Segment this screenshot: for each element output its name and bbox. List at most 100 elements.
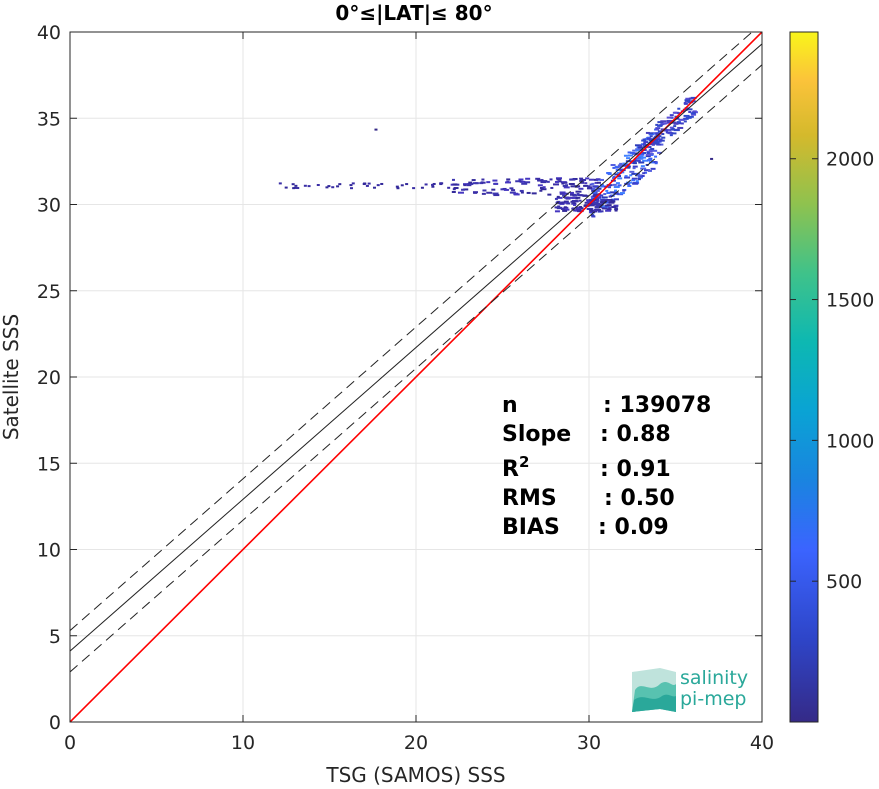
density-cell [556, 206, 560, 209]
density-cell [596, 199, 600, 202]
stat-value: : 0.91 [600, 457, 671, 482]
chart-title: 0°≤|LAT|≤ 80° [335, 1, 492, 25]
density-cell [654, 137, 660, 140]
density-cell [629, 174, 633, 177]
density-cell [649, 135, 653, 138]
density-cell [338, 183, 342, 186]
density-cell [617, 164, 624, 167]
density-cell [463, 184, 467, 187]
density-cell [471, 179, 476, 182]
density-outlier [710, 157, 714, 160]
density-cell [642, 159, 649, 162]
x-axis-label: TSG (SAMOS) SSS [325, 763, 505, 787]
density-cell [586, 187, 592, 190]
density-cell [457, 191, 464, 194]
density-cell [634, 159, 641, 162]
density-cells [278, 96, 714, 218]
logo-line2: pi-mep [680, 688, 746, 710]
density-cell [641, 156, 647, 159]
density-cell [617, 193, 624, 196]
density-cell [535, 177, 541, 180]
density-cell [594, 208, 600, 211]
density-cell [652, 161, 657, 164]
density-cell [452, 188, 456, 191]
density-cell [639, 144, 643, 147]
density-cell [558, 206, 563, 209]
x-tick-labels: 0 10 20 30 40 [64, 732, 774, 754]
density-cell [525, 177, 531, 180]
density-cell [563, 206, 567, 209]
logo-line1: salinity [680, 667, 748, 689]
density-cell [563, 200, 569, 203]
density-cell [293, 186, 297, 189]
density-cell [624, 182, 631, 185]
density-cell [563, 208, 570, 211]
stat-label: BIAS [502, 515, 560, 540]
density-cell [634, 144, 641, 147]
density-cell [561, 207, 566, 210]
density-cell [669, 134, 673, 137]
density-cell [604, 204, 608, 207]
density-cell [632, 182, 639, 185]
density-cell [677, 126, 684, 129]
density-cell [586, 207, 592, 210]
density-cell [614, 189, 618, 192]
density-cell [655, 123, 659, 126]
density-cell [660, 120, 667, 123]
density-cell [624, 176, 631, 179]
density-cell [562, 209, 568, 212]
density-cell [509, 191, 516, 194]
density-cell [683, 102, 688, 105]
density-cell [682, 108, 688, 111]
density-cell [677, 107, 681, 110]
density-cell [631, 179, 636, 182]
density-cell [589, 210, 596, 213]
density-cell [586, 200, 593, 203]
density-cell [575, 208, 582, 211]
density-cell [603, 193, 607, 196]
density-cell [615, 182, 620, 185]
density-cell [518, 178, 524, 181]
density-cell [573, 194, 578, 197]
y-tick-label: 15 [37, 453, 61, 475]
y-tick-label: 35 [37, 108, 61, 130]
density-cell [648, 146, 652, 149]
density-cell [519, 180, 523, 183]
density-cell [648, 157, 653, 160]
density-cell [420, 186, 424, 189]
density-cell [609, 200, 616, 203]
density-cell [591, 182, 595, 185]
density-cell [640, 167, 647, 170]
density-cell [687, 100, 691, 103]
colorbar-tick-label: 500 [826, 571, 862, 593]
density-cell [563, 201, 568, 204]
density-cell [601, 196, 608, 199]
density-cell [506, 178, 511, 181]
density-cell [569, 178, 576, 181]
density-cell [515, 180, 522, 183]
density-cell [690, 112, 696, 115]
density-cell [597, 210, 604, 213]
density-cell [642, 172, 646, 175]
density-cell [439, 182, 443, 185]
density-cell [614, 209, 618, 212]
density-cell [592, 185, 599, 188]
density-cell [619, 192, 625, 195]
density-cell [569, 191, 574, 194]
density-cell [642, 142, 646, 145]
density-cell [539, 189, 543, 192]
density-cell [571, 196, 576, 199]
density-cell [635, 148, 642, 151]
density-cell [609, 191, 616, 194]
y-tick-label: 40 [37, 22, 61, 44]
density-cell [542, 186, 546, 189]
density-cell [506, 180, 510, 183]
density-cell [571, 207, 575, 210]
density-cell [596, 196, 601, 199]
density-cell [294, 184, 298, 187]
density-cell [561, 182, 565, 185]
density-cell [509, 187, 514, 190]
density-cell [617, 184, 622, 187]
density-cell [564, 196, 571, 199]
density-cell [555, 177, 562, 180]
